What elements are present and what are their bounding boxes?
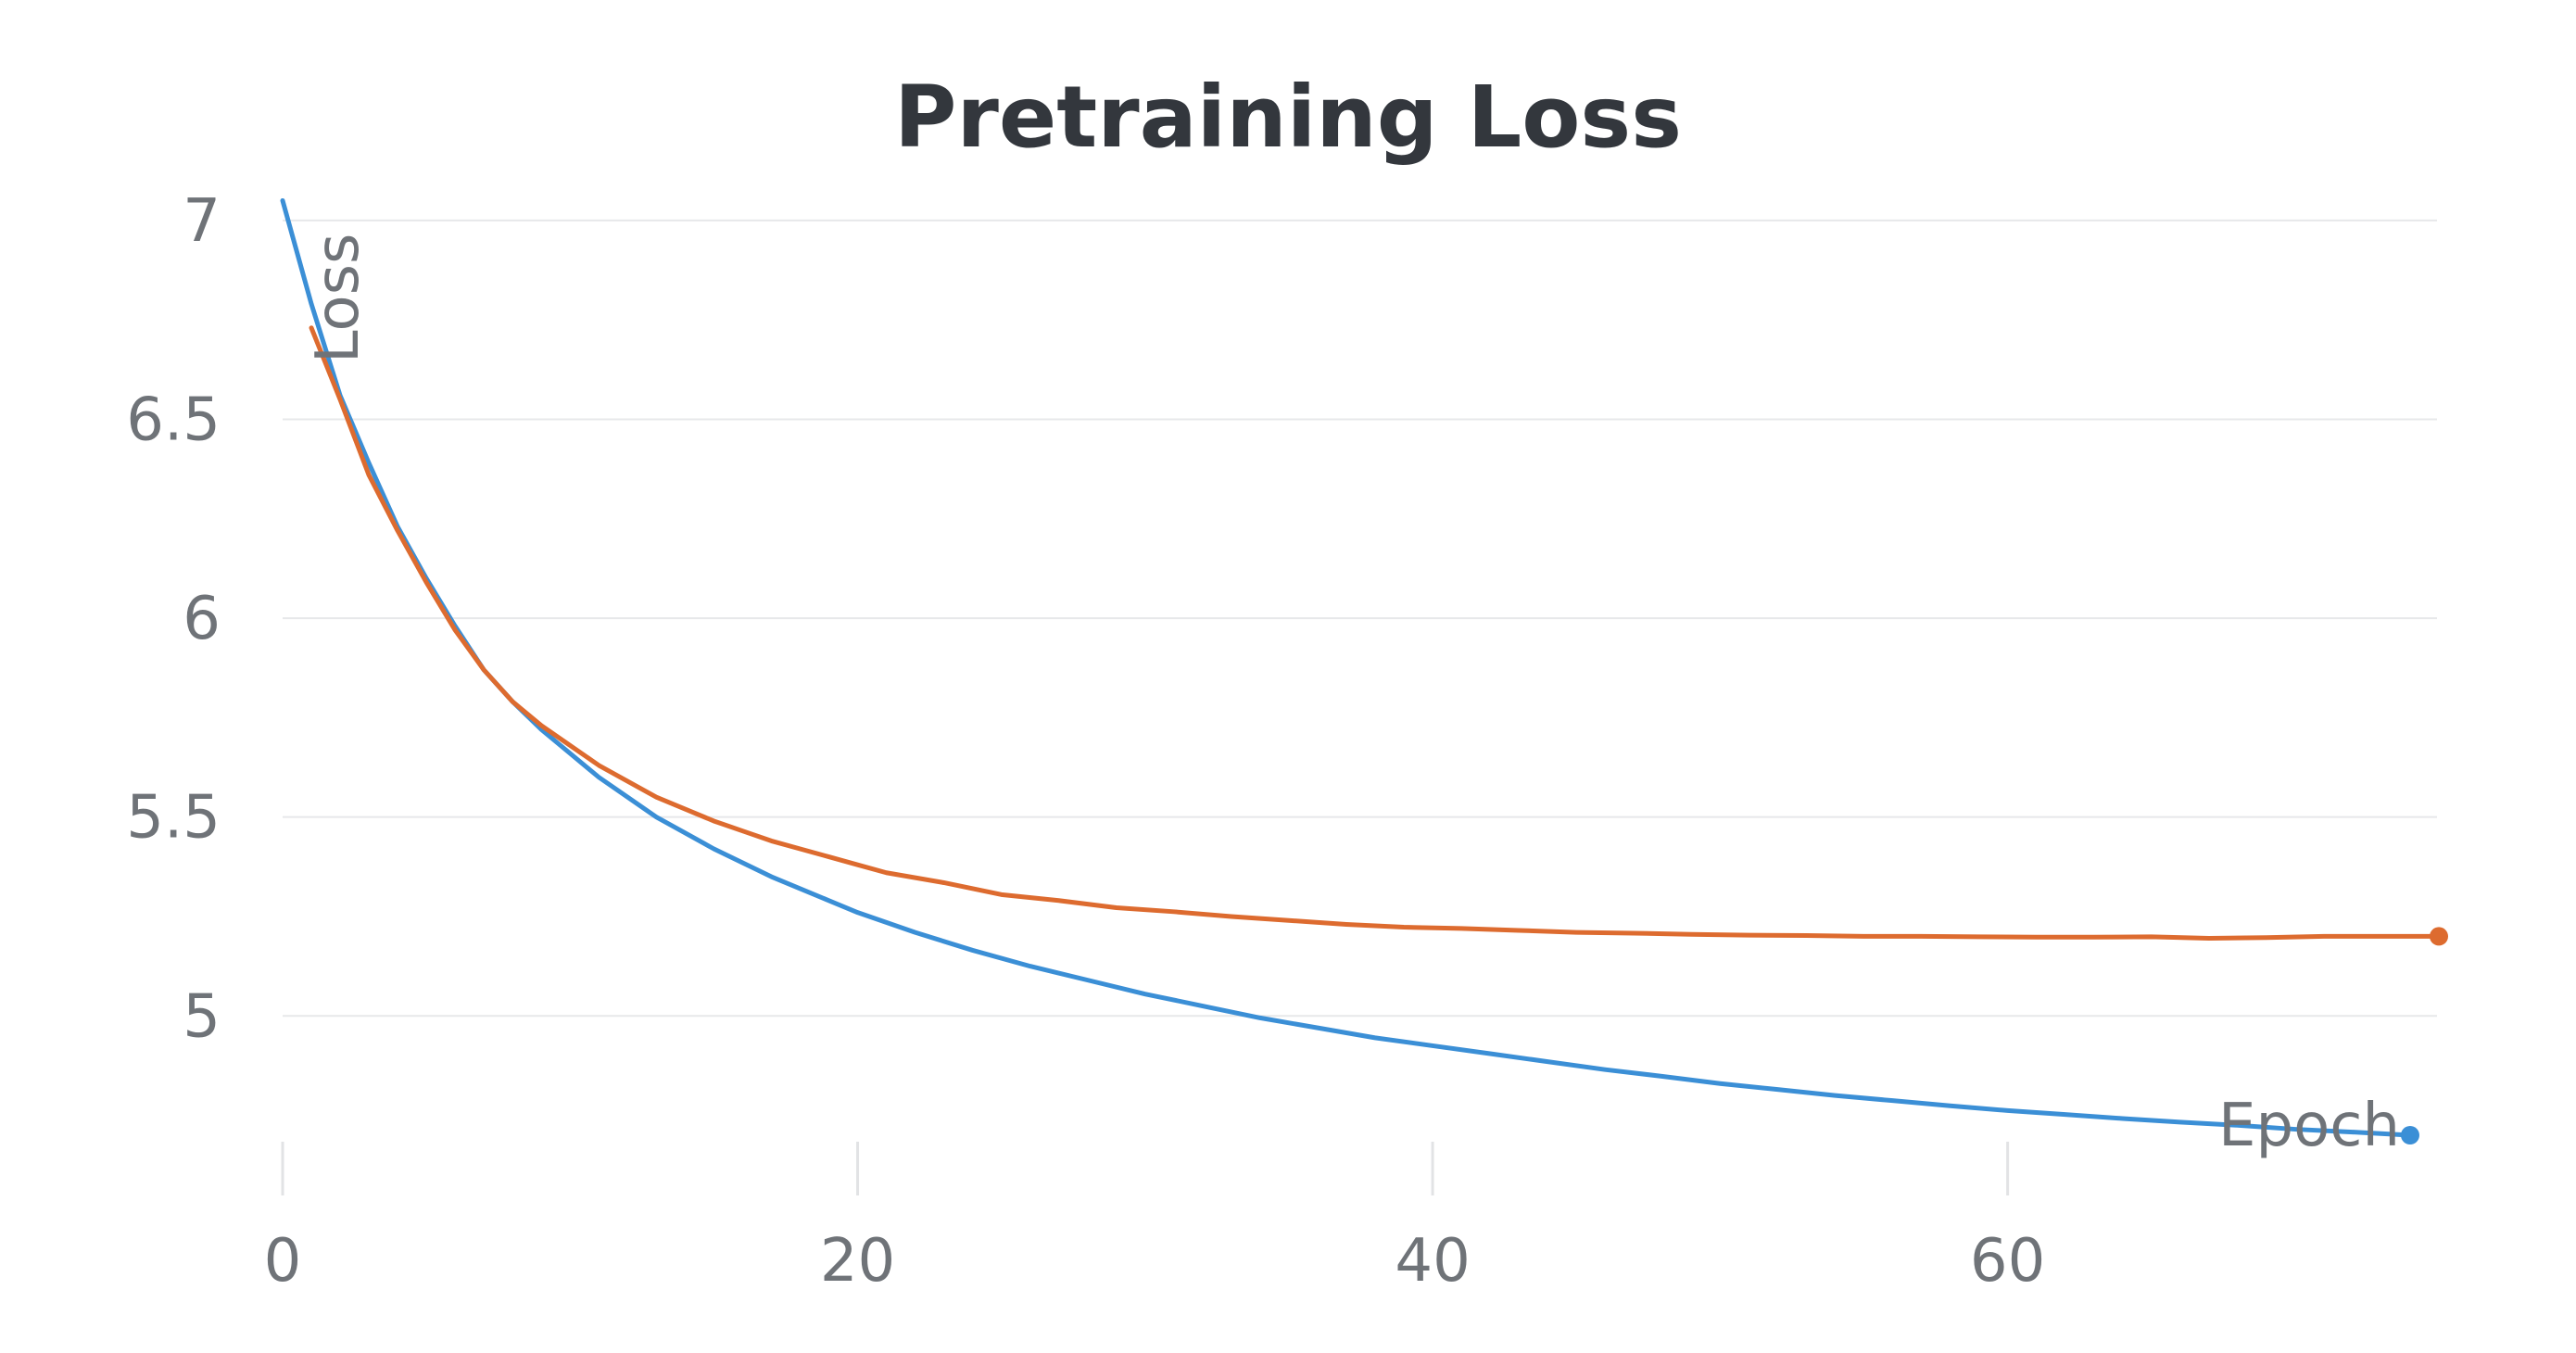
y-tick-label: 6.5 [126, 386, 221, 455]
y-tick-label: 5.5 [126, 784, 221, 853]
x-tick-label: 60 [1970, 1227, 2045, 1296]
series-layer [280, 197, 2442, 1138]
chart-title: Pretraining Loss [894, 68, 1682, 167]
endpoint-layer [2400, 927, 2448, 1144]
series-line-1 [280, 197, 2413, 1138]
tick-layer: 5 5.5 6 6.5 7 0 20 40 60 [126, 187, 2045, 1296]
x-axis-label: Epoch [2218, 1092, 2400, 1160]
x-tick-label: 40 [1395, 1227, 1470, 1296]
y-axis-label: Loss [304, 234, 373, 363]
series-endpoint-2 [2430, 927, 2448, 946]
series-endpoint-1 [2400, 1126, 2419, 1144]
grid-layer [283, 219, 2437, 1018]
x-tick-label: 0 [264, 1227, 302, 1296]
y-tick-label: 6 [183, 585, 221, 653]
y-tick-label: 5 [183, 982, 221, 1051]
y-tick-label: 7 [183, 187, 221, 256]
x-tick-label: 20 [820, 1227, 895, 1296]
series-line-2 [309, 325, 2442, 942]
